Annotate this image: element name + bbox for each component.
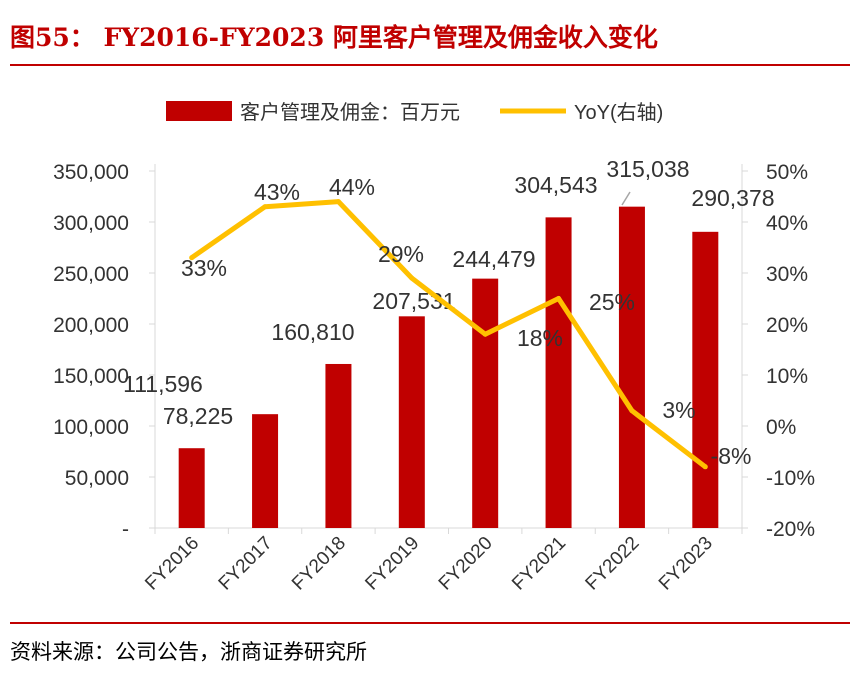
- yoy-value-label: 44%: [329, 174, 375, 200]
- bar-value-label: 304,543: [514, 172, 597, 198]
- legend-swatch-bar: [166, 101, 232, 121]
- yoy-point: [335, 199, 341, 205]
- y-right-tick-label: -10%: [766, 467, 815, 490]
- x-tick-label: FY2020: [435, 533, 497, 595]
- y-left-tick-label: 200,000: [53, 314, 129, 337]
- x-tick-label: FY2021: [508, 533, 570, 595]
- bar: [618, 206, 645, 528]
- chart: 客户管理及佣金：百万元 YoY(右轴) - 50,000 100,000 150,000 2…: [53, 101, 815, 595]
- y-left-tick-label: -: [122, 518, 129, 541]
- legend-label-bar: 客户管理及佣金：百万元: [240, 101, 460, 124]
- source-divider: [10, 622, 850, 624]
- y-left-tick-label: 300,000: [53, 212, 129, 235]
- bar: [325, 363, 352, 528]
- x-tick-label: FY2023: [655, 533, 717, 595]
- y-left-tick-label: 50,000: [65, 467, 129, 490]
- yoy-value-label: 18%: [517, 325, 563, 351]
- bar: [178, 448, 205, 528]
- bar: [545, 217, 572, 528]
- yoy-value-label: 43%: [254, 179, 300, 205]
- yoy-point: [189, 255, 195, 261]
- y-right-tick-label: 50%: [766, 161, 808, 184]
- bar: [398, 316, 425, 528]
- x-tick-label: FY2022: [582, 533, 644, 595]
- chart-title: 图55： FY2016-FY2023 阿里客户管理及佣金收入变化: [10, 23, 658, 52]
- y-left-tick-label: 250,000: [53, 263, 129, 286]
- bar-value-label: 160,810: [271, 319, 354, 345]
- yoy-point: [629, 408, 635, 414]
- title-divider: [10, 64, 850, 66]
- yoy-point: [702, 464, 708, 470]
- yoy-point: [262, 204, 268, 210]
- bar: [692, 231, 719, 528]
- yoy-point: [556, 296, 562, 301]
- bar: [252, 414, 279, 528]
- y-left-tick-label: 100,000: [53, 416, 129, 439]
- bar-label-leader-line: [621, 191, 631, 206]
- x-tick-label: FY2016: [141, 533, 203, 595]
- bar-value-label: 78,225: [163, 403, 233, 429]
- yoy-value-label: 25%: [589, 289, 635, 315]
- y-left-tick-label: 350,000: [53, 161, 129, 184]
- legend-label-line: YoY(右轴): [574, 101, 663, 124]
- y-right-tick-label: 10%: [766, 365, 808, 388]
- y-right-tick-label: 30%: [766, 263, 808, 286]
- yoy-point: [482, 331, 488, 337]
- x-tick-label: FY2018: [288, 533, 350, 595]
- yoy-point: [409, 275, 415, 281]
- yoy-value-label: -8%: [711, 443, 752, 469]
- yoy-value-label: 33%: [181, 255, 227, 281]
- bar-value-label: 111,596: [123, 371, 203, 397]
- y-right-tick-label: 40%: [766, 212, 808, 235]
- y-right-tick-label: 0%: [766, 416, 796, 439]
- yoy-value-label: 29%: [378, 241, 424, 267]
- y-right-tick-label: -20%: [766, 518, 815, 541]
- bar-value-label: 290,378: [691, 185, 774, 211]
- bar-value-label: 315,038: [606, 156, 689, 182]
- yoy-line: [190, 199, 707, 469]
- source-note: 资料来源：公司公告，浙商证券研究所: [10, 640, 367, 664]
- bar: [472, 278, 499, 528]
- x-tick-label: FY2017: [215, 533, 277, 595]
- x-tick-label: FY2019: [361, 533, 423, 595]
- y-left-tick-label: 150,000: [53, 365, 129, 388]
- y-right-tick-label: 20%: [766, 314, 808, 337]
- yoy-value-label: 3%: [662, 397, 695, 423]
- bar-value-label: 244,479: [452, 246, 535, 272]
